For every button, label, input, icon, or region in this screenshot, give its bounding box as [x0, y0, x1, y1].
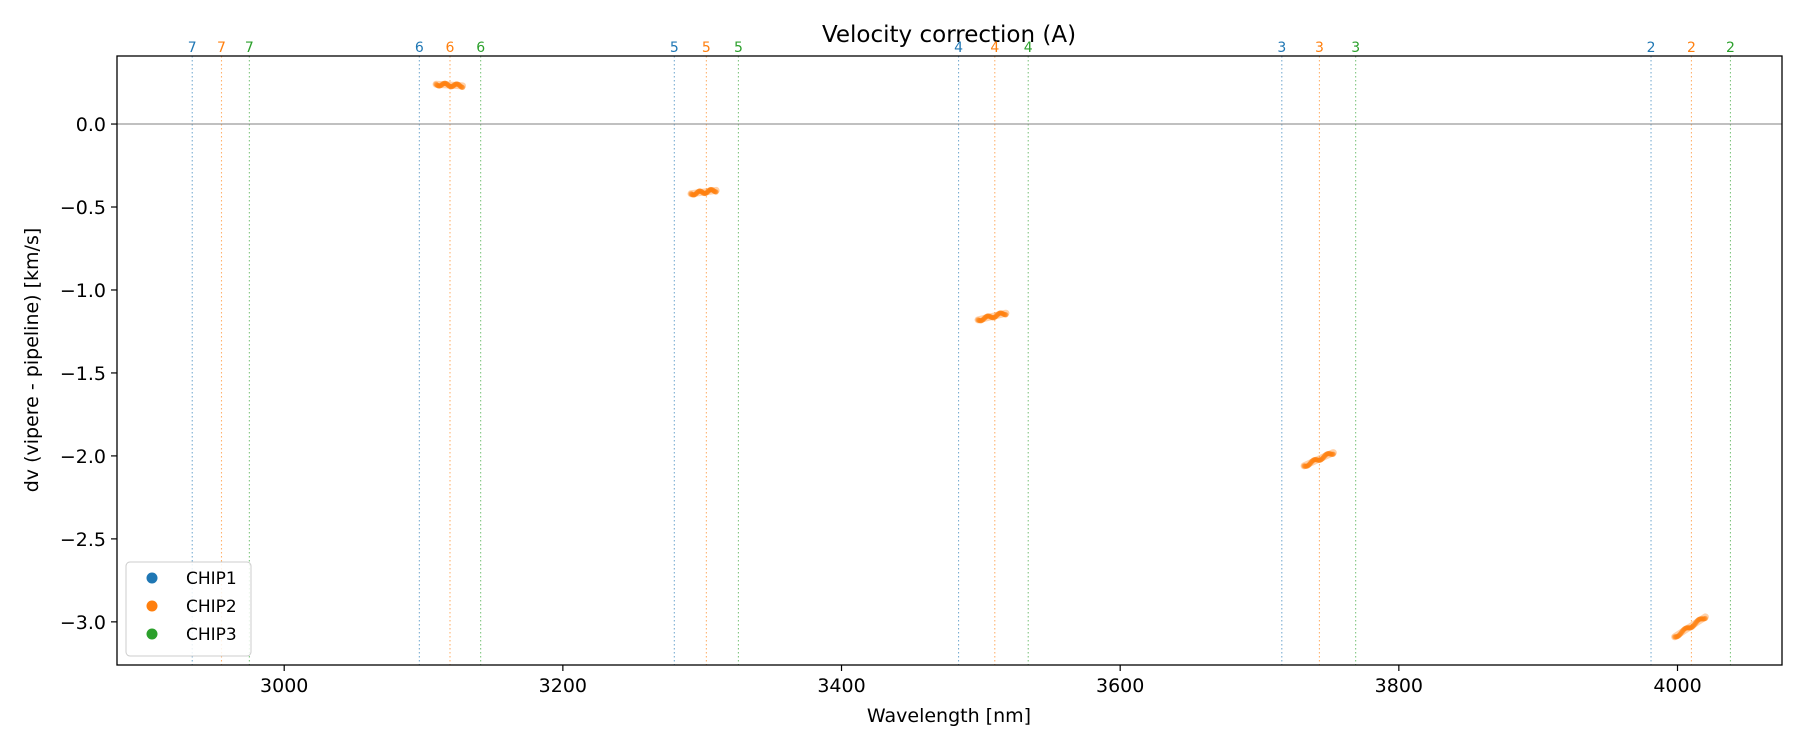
order-boundary-lines: 7 7 7 6 6 6 5 5 5 4 4 4 3 3 3 2 2 2	[188, 40, 1735, 665]
order-label-4-chip3: 4	[1024, 40, 1033, 56]
chart-legend: CHIP1 CHIP2 CHIP3	[125, 561, 252, 657]
chart-title: Velocity correction (A)	[822, 22, 1076, 48]
y-tick-label: −1.5	[60, 363, 106, 385]
segment-order-3	[1300, 449, 1337, 470]
order-label-6-chip3: 6	[476, 40, 485, 56]
order-label-6-chip2: 6	[446, 40, 455, 56]
x-tick-label: 3400	[817, 675, 865, 697]
y-axis-ticks: 0.0 −0.5 −1.0 −1.5 −2.0 −2.5 −3.0	[60, 114, 117, 634]
data-series-chip2	[432, 80, 1709, 641]
order-label-6-chip1: 6	[415, 40, 424, 56]
legend-label-chip2: CHIP2	[186, 597, 237, 617]
legend-label-chip1: CHIP1	[186, 569, 237, 589]
x-tick-label: 3000	[260, 675, 308, 697]
legend-marker-chip1	[146, 572, 158, 584]
order-label-5-chip2: 5	[702, 40, 711, 56]
data-point	[1003, 312, 1009, 318]
x-tick-label: 3200	[539, 675, 587, 697]
order-label-2-chip2: 2	[1687, 40, 1696, 56]
order-label-5-chip1: 5	[670, 40, 679, 56]
segment-order-2	[1671, 613, 1709, 641]
y-tick-label: −1.0	[60, 280, 106, 302]
order-label-2-chip1: 2	[1647, 40, 1656, 56]
order-label-4-chip2: 4	[990, 40, 999, 56]
segment-order-4	[974, 309, 1010, 324]
order-label-2-chip3: 2	[1726, 40, 1735, 56]
data-point	[459, 84, 466, 91]
y-tick-label: −2.0	[60, 446, 106, 468]
order-label-7-chip1: 7	[188, 40, 197, 56]
data-point	[1330, 451, 1336, 457]
segment-order-5	[687, 186, 720, 198]
legend-marker-chip2	[146, 600, 158, 612]
x-tick-label: 4000	[1653, 675, 1701, 697]
legend-label-chip3: CHIP3	[186, 625, 237, 645]
x-axis-label: Wavelength [nm]	[867, 705, 1031, 727]
y-axis-label: dv (vipere - pipeline) [km/s]	[21, 228, 43, 493]
data-point	[1702, 615, 1708, 622]
plot-frame	[116, 55, 1783, 666]
segment-order-6	[432, 80, 467, 91]
legend-marker-chip3	[146, 628, 158, 640]
x-tick-label: 3800	[1375, 675, 1423, 697]
y-tick-label: 0.0	[76, 114, 106, 136]
order-label-7-chip3: 7	[245, 40, 254, 56]
y-tick-label: −2.5	[60, 529, 106, 551]
order-label-4-chip1: 4	[954, 40, 963, 56]
order-label-3-chip1: 3	[1277, 40, 1286, 56]
order-label-7-chip2: 7	[217, 40, 226, 56]
order-label-5-chip3: 5	[734, 40, 743, 56]
x-axis-ticks: 3000 3200 3400 3600 3800 4000	[260, 665, 1702, 697]
y-tick-label: −0.5	[60, 197, 106, 219]
y-tick-label: −3.0	[60, 612, 106, 634]
order-label-3-chip3: 3	[1351, 40, 1360, 56]
order-label-3-chip2: 3	[1315, 40, 1324, 56]
x-tick-label: 3600	[1096, 675, 1144, 697]
data-point	[713, 189, 719, 195]
